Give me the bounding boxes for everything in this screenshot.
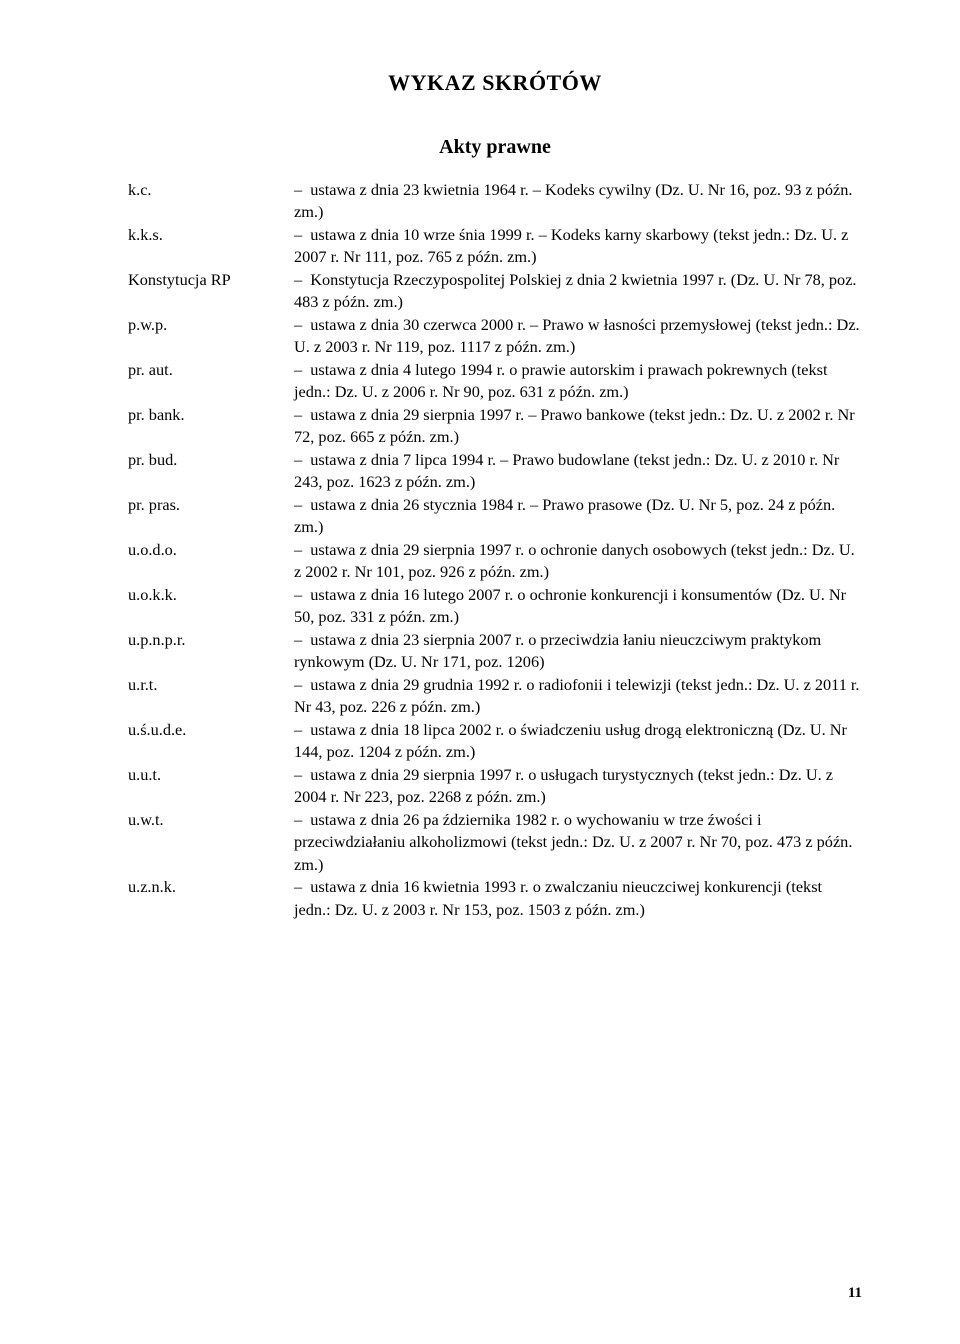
abbrev-description: ustawa z dnia 23 kwietnia 1964 r. – Kode…: [294, 179, 862, 224]
abbrev-description: ustawa z dnia 23 sierpnia 2007 r. o prze…: [294, 629, 862, 674]
abbrev-entry: u.p.n.p.r.ustawa z dnia 23 sierpnia 2007…: [128, 629, 862, 674]
abbrev-term: u.r.t.: [128, 674, 294, 696]
abbrev-entry: u.ś.u.d.e.ustawa z dnia 18 lipca 2002 r.…: [128, 719, 862, 764]
abbrev-term: u.ś.u.d.e.: [128, 719, 294, 741]
abbrev-term: u.u.t.: [128, 764, 294, 786]
section-title: Akty prawne: [128, 136, 862, 159]
abbrev-description: ustawa z dnia 16 kwietnia 1993 r. o zwal…: [294, 876, 862, 921]
abbrev-entry: u.w.t.ustawa z dnia 26 pa ździernika 198…: [128, 809, 862, 876]
abbrev-description: ustawa z dnia 26 pa ździernika 1982 r. o…: [294, 809, 862, 876]
abbrev-term: u.z.n.k.: [128, 876, 294, 898]
abbreviation-list: k.c.ustawa z dnia 23 kwietnia 1964 r. – …: [128, 179, 862, 921]
abbrev-description: ustawa z dnia 26 stycznia 1984 r. – Praw…: [294, 494, 862, 539]
abbrev-term: Konstytucja RP: [128, 269, 294, 291]
abbrev-entry: pr. aut.ustawa z dnia 4 lutego 1994 r. o…: [128, 359, 862, 404]
abbrev-description: ustawa z dnia 29 sierpnia 1997 r. o ochr…: [294, 539, 862, 584]
abbrev-term: pr. bud.: [128, 449, 294, 471]
abbrev-entry: u.z.n.k.ustawa z dnia 16 kwietnia 1993 r…: [128, 876, 862, 921]
abbrev-term: u.p.n.p.r.: [128, 629, 294, 651]
abbrev-term: k.c.: [128, 179, 294, 201]
abbrev-entry: pr. pras.ustawa z dnia 26 stycznia 1984 …: [128, 494, 862, 539]
abbrev-entry: pr. bank.ustawa z dnia 29 sierpnia 1997 …: [128, 404, 862, 449]
abbrev-description: ustawa z dnia 7 lipca 1994 r. – Prawo bu…: [294, 449, 862, 494]
abbrev-term: pr. aut.: [128, 359, 294, 381]
abbrev-description: ustawa z dnia 30 czerwca 2000 r. – Prawo…: [294, 314, 862, 359]
abbrev-term: pr. bank.: [128, 404, 294, 426]
abbrev-term: p.w.p.: [128, 314, 294, 336]
abbrev-entry: Konstytucja RPKonstytucja Rzeczypospolit…: [128, 269, 862, 314]
abbrev-term: k.k.s.: [128, 224, 294, 246]
abbrev-entry: u.o.k.k.ustawa z dnia 16 lutego 2007 r. …: [128, 584, 862, 629]
abbrev-description: ustawa z dnia 4 lutego 1994 r. o prawie …: [294, 359, 862, 404]
abbrev-entry: pr. bud.ustawa z dnia 7 lipca 1994 r. – …: [128, 449, 862, 494]
abbrev-entry: k.k.s.ustawa z dnia 10 wrze śnia 1999 r.…: [128, 224, 862, 269]
abbrev-entry: u.r.t.ustawa z dnia 29 grudnia 1992 r. o…: [128, 674, 862, 719]
page-title: WYKAZ SKRÓTÓW: [128, 70, 862, 96]
abbrev-description: ustawa z dnia 18 lipca 2002 r. o świadcz…: [294, 719, 862, 764]
abbrev-entry: u.u.t.ustawa z dnia 29 sierpnia 1997 r. …: [128, 764, 862, 809]
abbrev-description: ustawa z dnia 29 sierpnia 1997 r. – Praw…: [294, 404, 862, 449]
abbrev-entry: p.w.p.ustawa z dnia 30 czerwca 2000 r. –…: [128, 314, 862, 359]
abbrev-description: Konstytucja Rzeczypospolitej Polskiej z …: [294, 269, 862, 314]
page-number: 11: [848, 1285, 862, 1302]
abbrev-entry: k.c.ustawa z dnia 23 kwietnia 1964 r. – …: [128, 179, 862, 224]
abbrev-description: ustawa z dnia 29 sierpnia 1997 r. o usłu…: [294, 764, 862, 809]
abbrev-term: u.o.k.k.: [128, 584, 294, 606]
abbrev-term: pr. pras.: [128, 494, 294, 516]
abbrev-term: u.w.t.: [128, 809, 294, 831]
abbrev-description: ustawa z dnia 16 lutego 2007 r. o ochron…: [294, 584, 862, 629]
abbrev-description: ustawa z dnia 29 grudnia 1992 r. o radio…: [294, 674, 862, 719]
abbrev-description: ustawa z dnia 10 wrze śnia 1999 r. – Kod…: [294, 224, 862, 269]
abbrev-entry: u.o.d.o.ustawa z dnia 29 sierpnia 1997 r…: [128, 539, 862, 584]
abbrev-term: u.o.d.o.: [128, 539, 294, 561]
